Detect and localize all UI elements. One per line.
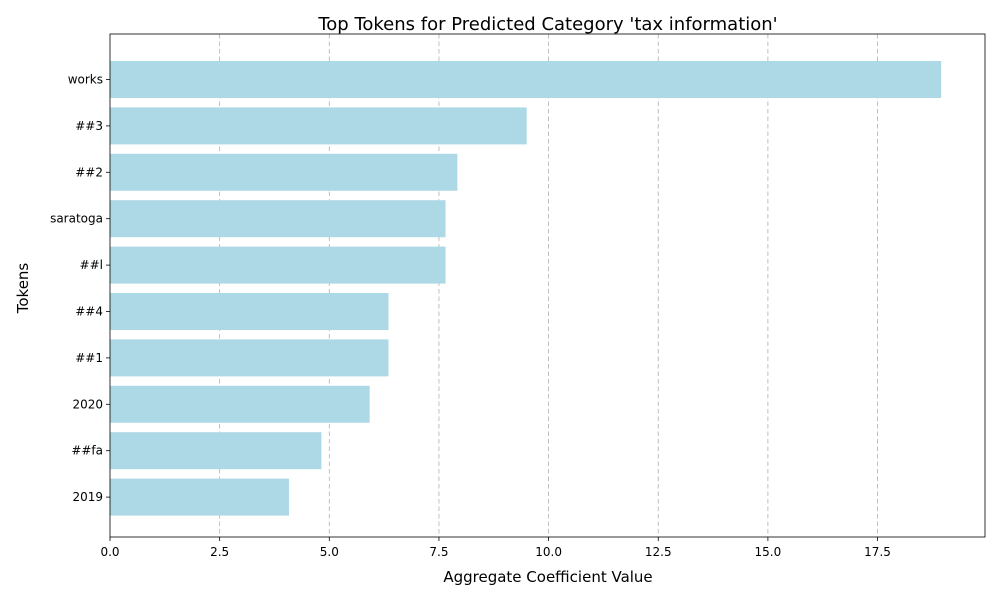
- y-axis-ticks: works ##3 ##2 saratoga ##l ##4 ##1 2020 ##fa 2019: [50, 73, 110, 504]
- y-axis-label: Tokens: [14, 263, 32, 315]
- y-tick-label: ##fa: [71, 444, 103, 458]
- bar-fa: [110, 432, 322, 470]
- x-tick-label: 0.0: [100, 545, 119, 559]
- x-tick-label: 12.5: [645, 545, 672, 559]
- y-tick-label: ##4: [75, 305, 103, 319]
- y-tick-label: works: [68, 73, 103, 87]
- bar-2019: [110, 478, 289, 516]
- y-tick-label: ##l: [80, 258, 103, 272]
- x-tick-label: 7.5: [429, 545, 448, 559]
- y-tick-label: ##1: [75, 351, 103, 365]
- y-tick-label: ##3: [75, 119, 103, 133]
- x-axis-label: Aggregate Coefficient Value: [443, 568, 652, 586]
- x-axis-ticks: 0.0 2.5 5.0 7.5 10.0 12.5 15.0 17.5: [100, 537, 891, 559]
- y-tick-label: 2020: [72, 397, 103, 411]
- x-tick-label: 2.5: [210, 545, 229, 559]
- x-tick-label: 17.5: [864, 545, 891, 559]
- x-tick-label: 15.0: [755, 545, 782, 559]
- bar-l: [110, 246, 446, 284]
- bars: [110, 61, 942, 516]
- bar-works: [110, 61, 942, 98]
- bar-4: [110, 293, 389, 330]
- chart-title: Top Tokens for Predicted Category 'tax i…: [317, 14, 777, 35]
- y-tick-label: 2019: [72, 490, 103, 504]
- x-tick-label: 5.0: [320, 545, 339, 559]
- plot-frame: [109, 33, 986, 538]
- x-tick-label: 10.0: [535, 545, 562, 559]
- bar-2020: [110, 385, 370, 423]
- y-tick-label: saratoga: [50, 212, 103, 226]
- bar-2: [110, 153, 458, 191]
- bar-saratoga: [110, 200, 446, 238]
- bar-3: [110, 107, 527, 145]
- y-tick-label: ##2: [75, 165, 103, 179]
- bar-1: [110, 339, 389, 377]
